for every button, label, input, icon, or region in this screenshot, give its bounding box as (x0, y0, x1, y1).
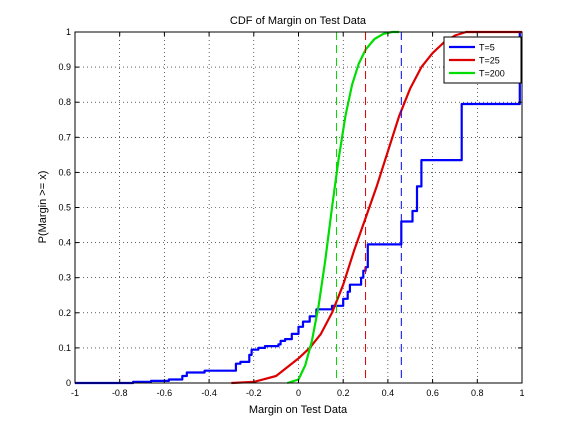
y-tick-label: 0.5 (58, 203, 71, 213)
y-tick-label: 0.6 (58, 167, 71, 177)
y-tick-label: 0 (66, 378, 71, 388)
y-tick-label: 0.2 (58, 308, 71, 318)
series-line-t200 (286, 30, 400, 385)
x-tick-label: 0.2 (337, 388, 350, 398)
y-tick-label: 0.4 (58, 238, 71, 248)
legend-label-t200: T=200 (479, 69, 505, 79)
y-axis-label: P(Margin >= x) (37, 171, 49, 244)
y-tick-label: 0.9 (58, 62, 71, 72)
x-tick-label: 0 (296, 388, 301, 398)
series-layer (75, 30, 522, 385)
axis-ticks: -1 -0.8 -0.6 -0.4 -0.2 0 0.2 0.4 0.6 0.8 1 0 0.1 0.2 0… (58, 27, 524, 398)
y-tick-label: 0.1 (58, 343, 71, 353)
y-tick-label: 0.8 (58, 97, 71, 107)
legend: T=5 T=25 T=200 (443, 36, 522, 84)
x-tick-label: -0.2 (246, 388, 262, 398)
y-tick-label: 1 (66, 27, 71, 37)
mean-lines (335, 32, 402, 383)
x-tick-label: 0.8 (471, 388, 484, 398)
x-tick-label: -1 (71, 388, 79, 398)
x-tick-label: 0.6 (426, 388, 439, 398)
chart-title: CDF of Margin on Test Data (230, 15, 367, 27)
x-axis-label: Margin on Test Data (249, 404, 348, 416)
x-tick-label: -0.8 (112, 388, 128, 398)
x-tick-label: -0.4 (201, 388, 217, 398)
series-line-t25 (231, 30, 522, 385)
x-tick-label: 1 (519, 388, 524, 398)
x-tick-label: 0.4 (382, 388, 395, 398)
y-tick-label: 0.7 (58, 132, 71, 142)
x-tick-label: -0.6 (157, 388, 173, 398)
series-line-t5 (75, 32, 521, 385)
legend-label-t5: T=5 (479, 43, 495, 53)
legend-label-t25: T=25 (479, 56, 500, 66)
y-tick-label: 0.3 (58, 273, 71, 283)
